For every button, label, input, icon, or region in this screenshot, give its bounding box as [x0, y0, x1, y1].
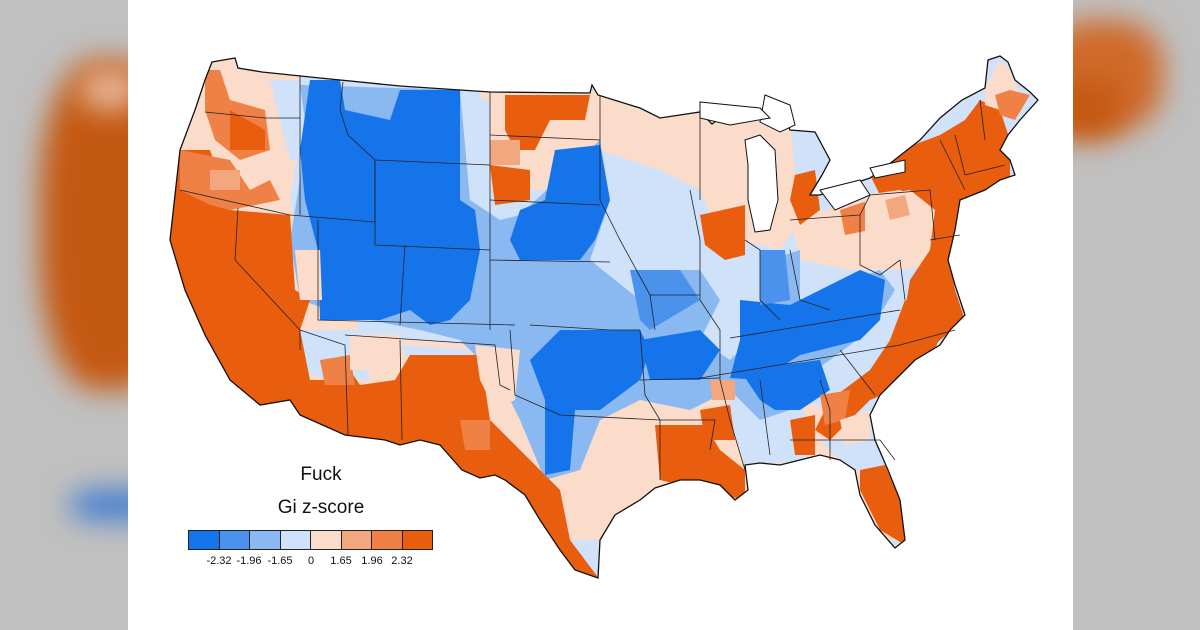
legend-tick: 1.96: [361, 555, 383, 567]
state-borders: [179, 75, 1006, 480]
map-panel: Fuck Gi z-score -2.32 -1.96 -1.65 0 1.65…: [128, 0, 1073, 630]
blurred-background-right: [1073, 0, 1200, 630]
legend-tick: -2.32: [206, 555, 232, 567]
us-choropleth-map: [169, 55, 1039, 579]
legend-swatch-8: [402, 531, 432, 549]
legend-color-scale: [188, 530, 433, 550]
legend-swatch-4: [280, 531, 311, 549]
legend-tick: 2.32: [391, 555, 413, 567]
legend-swatch-5: [311, 531, 342, 549]
legend-swatch-1: [189, 531, 220, 549]
legend-tick: 1.65: [330, 555, 352, 567]
legend-tick: -1.96: [236, 555, 262, 567]
legend-swatch-6: [341, 531, 372, 549]
legend-swatch-3: [250, 531, 281, 549]
great-lakes: [699, 94, 906, 233]
blurred-background-left: [0, 0, 128, 630]
legend-subtitle: Gi z-score: [277, 497, 365, 518]
legend-swatch-7: [372, 531, 403, 549]
legend-title: Fuck: [300, 464, 342, 485]
legend-swatch-2: [219, 531, 250, 549]
legend-tick: 0: [307, 555, 315, 567]
legend-tick: -1.65: [267, 555, 293, 567]
